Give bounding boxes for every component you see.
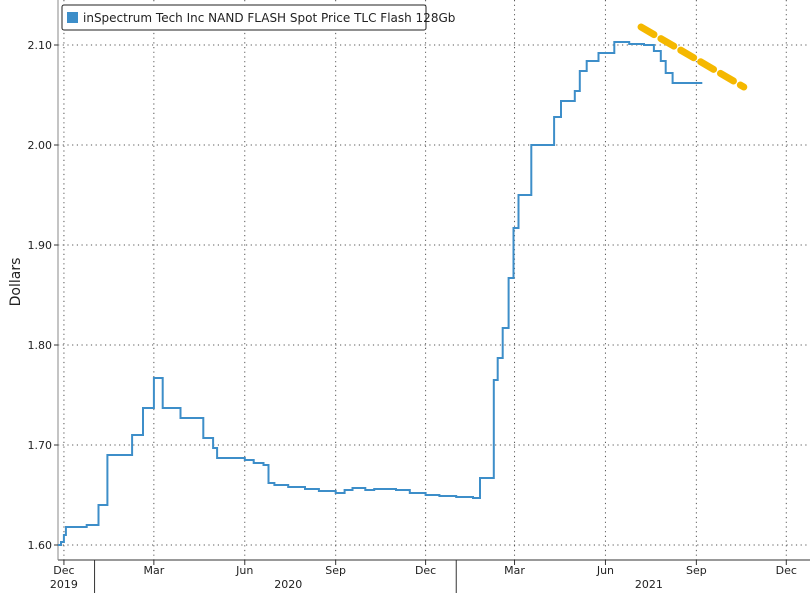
- y-tick-label: 1.80: [28, 339, 53, 352]
- series-line: [58, 41, 703, 546]
- y-tick-label: 2.10: [28, 39, 53, 52]
- y-tick-label: 1.90: [28, 239, 53, 252]
- x-tick-label: Mar: [143, 564, 164, 577]
- trend-annotation: [637, 23, 748, 91]
- y-tick-labels: 1.60 1.70 1.80 1.90 2.00 2.10: [28, 39, 53, 552]
- x-tick-label: Sep: [325, 564, 346, 577]
- year-label: 2019: [50, 578, 78, 591]
- x-tick-label: Mar: [504, 564, 525, 577]
- y-tick-label: 1.70: [28, 439, 53, 452]
- y-tick-label: 1.60: [28, 539, 53, 552]
- annotation-layer: [637, 23, 748, 91]
- x-tick-label: Dec: [415, 564, 436, 577]
- legend-box: [61, 4, 427, 31]
- y-tick-label: 2.00: [28, 139, 53, 152]
- year-label: 2020: [274, 578, 302, 591]
- series-layer: [58, 41, 703, 546]
- year-labels: 2019 2020 2021: [50, 578, 663, 591]
- y-axis-label: Dollars: [8, 258, 24, 307]
- grid-lines: [58, 0, 810, 560]
- year-label: 2021: [635, 578, 663, 591]
- x-tick-label: Jun: [235, 564, 253, 577]
- x-tick-label: Sep: [686, 564, 707, 577]
- x-tick-labels: Dec Mar Jun Sep Dec Mar Jun Sep Dec: [53, 564, 797, 577]
- x-tick-label: Dec: [776, 564, 797, 577]
- x-tick-label: Jun: [596, 564, 614, 577]
- legend: inSpectrum Tech Inc NAND FLASH Spot Pric…: [61, 4, 455, 31]
- legend-swatch: [67, 12, 78, 23]
- legend-series-name: inSpectrum Tech Inc NAND FLASH Spot Pric…: [83, 11, 455, 25]
- x-tick-label: Dec: [53, 564, 74, 577]
- axis-ticks: [54, 44, 787, 593]
